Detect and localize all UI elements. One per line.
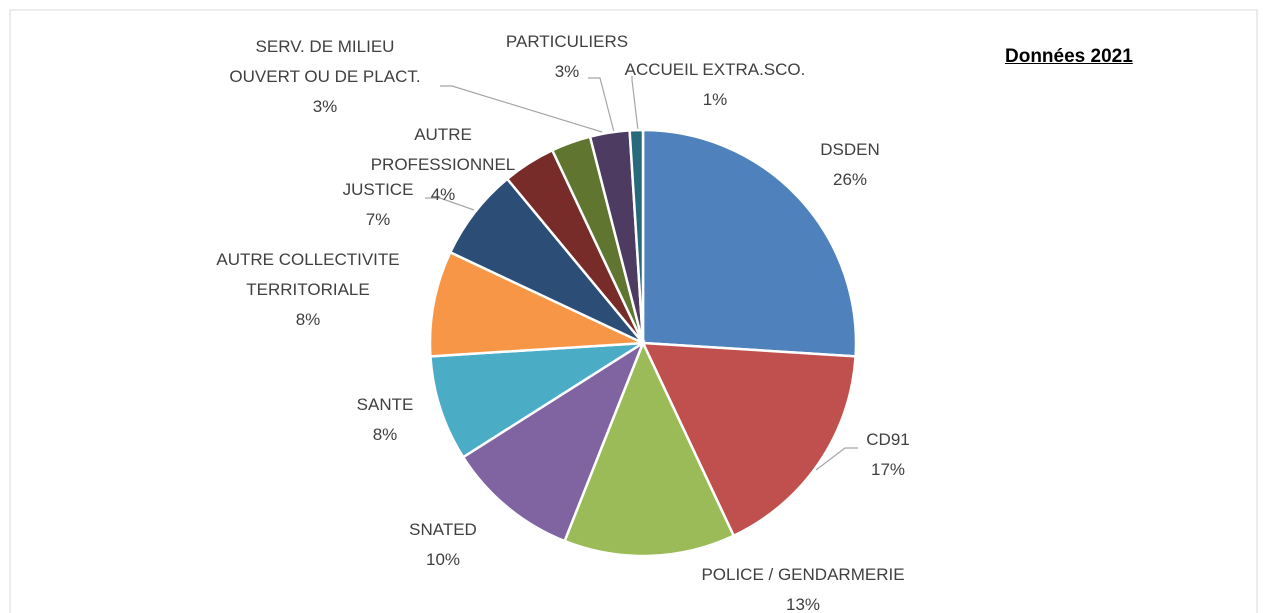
chart-title: Données 2021: [1005, 46, 1133, 67]
data-label: JUSTICE 7%: [318, 175, 438, 235]
leader-line: [440, 85, 603, 133]
category-label: SANTE: [356, 395, 414, 414]
category-label: ACCUEIL EXTRA.SCO.: [624, 60, 806, 79]
category-label: AUTRE COLLECTIVITE TERRITORIALE: [216, 250, 400, 299]
leader-line: [588, 77, 615, 133]
value-label: 17%: [870, 460, 906, 479]
category-label: POLICE / GENDARMERIE: [701, 565, 905, 584]
data-label: SNATED 10%: [383, 515, 503, 575]
pie-slice: [640, 341, 857, 538]
data-label: AUTRE COLLECTIVITE TERRITORIALE 8%: [208, 245, 408, 335]
value-label: 4%: [430, 185, 456, 204]
data-label: ACCUEIL EXTRA.SCO. 1%: [615, 55, 815, 115]
pie-slice: [429, 341, 644, 459]
category-label: SERV. DE MILIEU OUVERT OU DE PLACT.: [229, 37, 421, 86]
value-label: 8%: [372, 425, 398, 444]
data-label: DSDEN 26%: [790, 135, 910, 195]
data-label: PARTICULIERS 3%: [492, 27, 642, 87]
value-label: 26%: [832, 170, 868, 189]
value-label: 3%: [554, 62, 580, 81]
chart-frame: [9, 9, 1258, 613]
pie-slice: [428, 250, 644, 358]
leader-line: [425, 197, 475, 211]
pie-slice: [628, 128, 645, 344]
pie-slice: [641, 128, 858, 358]
pie-slice: [562, 339, 736, 558]
category-label: PARTICULIERS: [505, 32, 629, 51]
data-label: SANTE 8%: [325, 390, 445, 450]
data-label: POLICE / GENDARMERIE 13%: [673, 560, 933, 613]
value-label: 3%: [312, 97, 338, 116]
data-label: CD91 17%: [828, 425, 948, 485]
category-label: AUTRE PROFESSIONNEL: [370, 125, 516, 174]
category-label: DSDEN: [820, 140, 880, 159]
value-label: 13%: [785, 595, 821, 613]
value-label: 1%: [702, 90, 728, 109]
value-label: 7%: [365, 210, 391, 229]
data-label: SERV. DE MILIEU OUVERT OU DE PLACT. 3%: [225, 32, 425, 122]
leader-line: [631, 76, 639, 131]
leader-line: [815, 447, 858, 471]
value-label: 8%: [295, 310, 321, 329]
category-label: JUSTICE: [342, 180, 414, 199]
category-label: SNATED: [409, 520, 477, 539]
pie-slice: [461, 339, 646, 543]
value-label: 10%: [425, 550, 461, 569]
data-label: AUTRE PROFESSIONNEL 4%: [343, 120, 543, 210]
category-label: CD91: [866, 430, 910, 449]
